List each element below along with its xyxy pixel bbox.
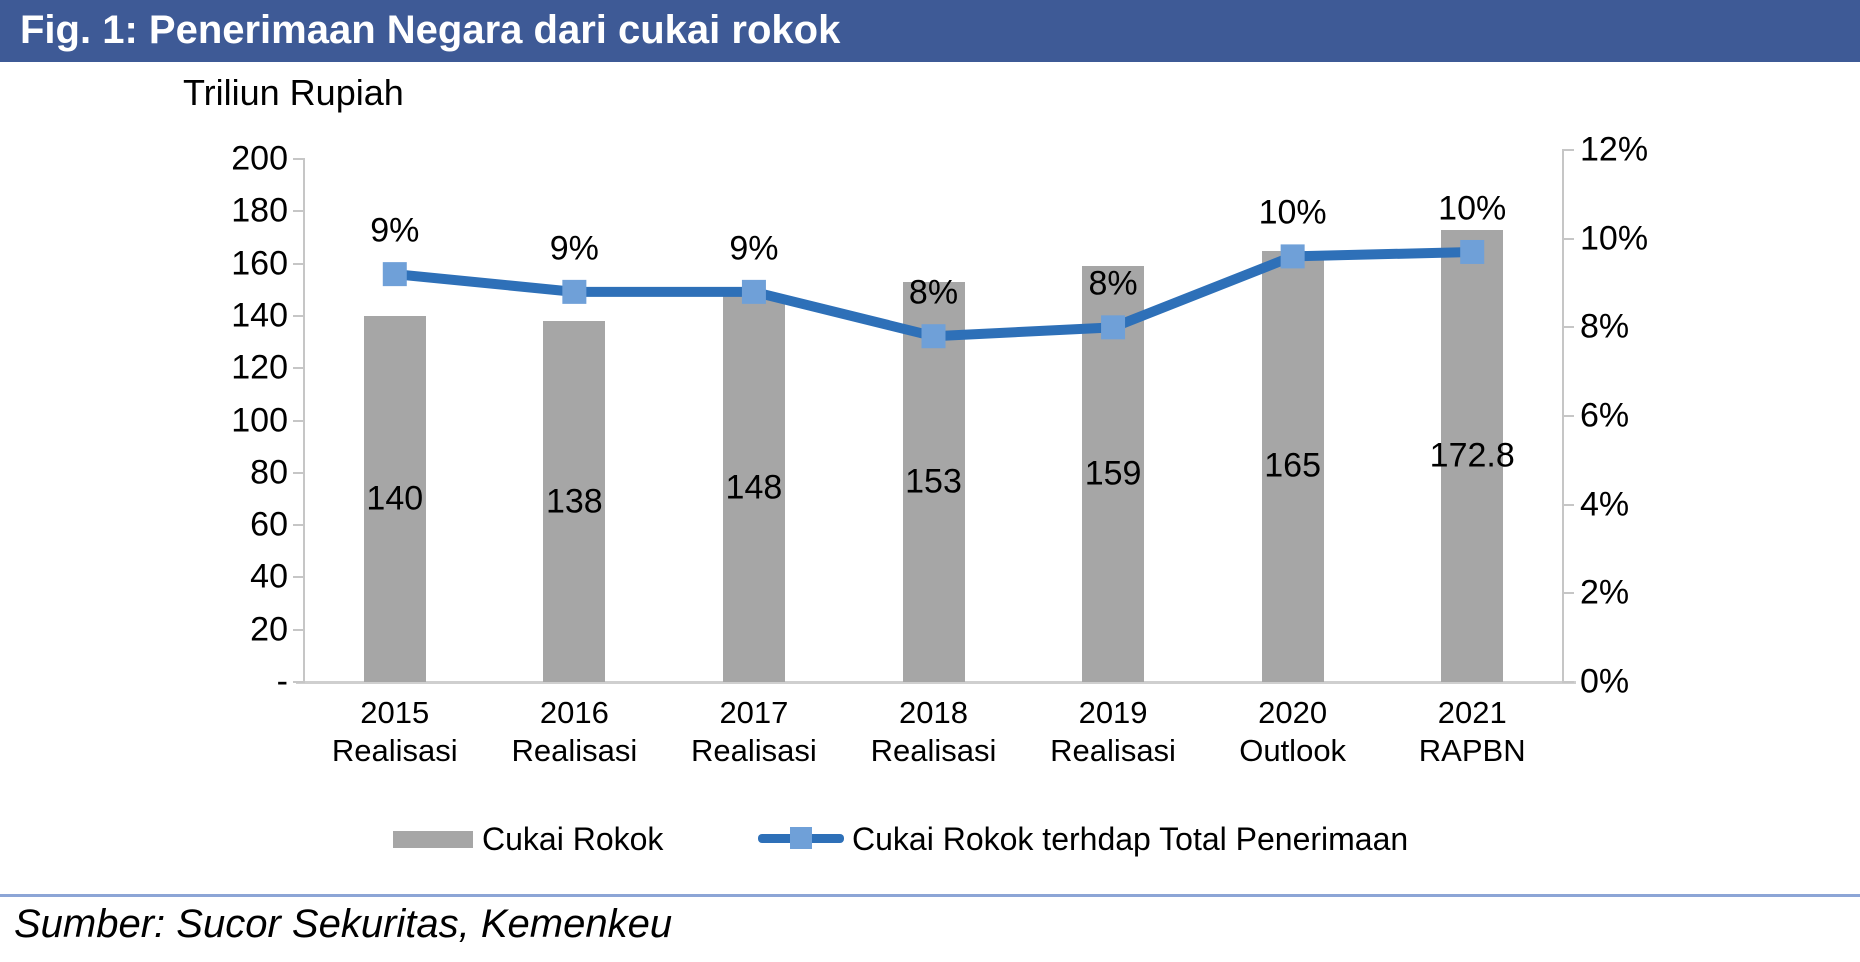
left-axis-tick	[293, 210, 305, 213]
right-axis-tick-label: 6%	[1580, 396, 1630, 435]
figure-title-bar: Fig. 1: Penerimaan Negara dari cukai rok…	[0, 0, 1860, 62]
line-marker-icon	[921, 324, 946, 349]
x-category-year: 2020	[1258, 695, 1328, 730]
x-category-label: 2016 Realisasi	[511, 694, 637, 770]
x-category-year: 2021	[1437, 695, 1507, 730]
x-category-sub: RAPBN	[1418, 733, 1526, 768]
x-category-year: 2016	[539, 695, 609, 730]
left-axis-tick-label: 180	[231, 191, 288, 230]
left-axis-tick	[293, 158, 305, 160]
right-axis-tick	[1562, 149, 1574, 151]
right-axis-tick	[1562, 415, 1574, 417]
right-axis-tick-label: 0%	[1580, 662, 1630, 701]
left-axis-tick-label: 40	[250, 557, 288, 596]
line-marker-icon	[1101, 315, 1126, 340]
percent-data-label: 9%	[370, 211, 420, 250]
x-axis-line	[296, 681, 1576, 684]
source-note: Sumber: Sucor Sekuritas, Kemenkeu	[14, 902, 673, 946]
left-axis-title: Triliun Rupiah	[183, 72, 404, 113]
x-category-year: 2015	[360, 695, 430, 730]
x-category-label: 2017 Realisasi	[691, 694, 817, 770]
left-axis-tick	[293, 471, 305, 474]
line-marker-icon	[562, 279, 587, 304]
bar-value-label: 138	[545, 482, 603, 521]
left-axis-tick	[293, 576, 305, 579]
x-category-sub: Realisasi	[511, 733, 638, 768]
left-axis-tick	[293, 628, 305, 631]
bar	[363, 315, 426, 682]
x-category-sub: Realisasi	[331, 733, 458, 768]
left-axis-tick	[293, 262, 305, 265]
legend-bar-swatch	[393, 831, 473, 848]
left-axis-tick-label: 20	[250, 610, 288, 649]
x-category-year: 2017	[719, 695, 789, 730]
bar-value-label: 148	[725, 468, 783, 507]
left-axis-tick-label: 80	[250, 453, 288, 492]
legend-label-cukai-rokok-terhdap: Cukai Rokok terhdap Total Penerimaan	[852, 821, 1409, 857]
percent-data-label: 10%	[1258, 193, 1327, 232]
left-axis-tick	[293, 314, 305, 317]
legend-label-cukai-rokok: Cukai Rokok	[482, 821, 664, 857]
left-axis-tick	[293, 524, 305, 527]
x-category-label: 2018 Realisasi	[871, 694, 997, 770]
legend-line-marker-icon	[790, 827, 812, 849]
percent-data-label: 8%	[908, 273, 959, 312]
x-category-year: 2018	[899, 695, 968, 730]
left-axis-tick-label: 60	[250, 505, 288, 544]
x-category-sub: Realisasi	[1050, 733, 1176, 768]
left-axis-tick	[293, 367, 305, 370]
line-marker-icon	[1460, 239, 1485, 264]
bar	[1261, 250, 1324, 682]
right-axis-tick	[1562, 592, 1574, 595]
left-axis-tick-label: -	[276, 662, 288, 701]
left-axis-tick-label: 120	[231, 348, 288, 387]
right-axis-tick-label: 10%	[1580, 219, 1649, 258]
line-marker-icon	[741, 279, 766, 304]
figure-title: Fig. 1: Penerimaan Negara dari cukai rok…	[20, 8, 841, 52]
bar-value-label: 159	[1084, 454, 1142, 493]
x-category-year: 2019	[1078, 695, 1148, 730]
percent-data-label: 9%	[549, 229, 599, 268]
bar-value-label: 172.8	[1429, 436, 1515, 475]
x-category-sub: Realisasi	[870, 733, 997, 768]
x-category-sub: Outlook	[1239, 733, 1347, 768]
left-axis-tick	[293, 419, 305, 422]
left-axis-tick-label: 160	[231, 244, 288, 283]
percent-data-label: 10%	[1438, 189, 1507, 228]
left-axis-tick-label: 200	[231, 139, 288, 178]
x-category-label: 2020 Outlook	[1239, 694, 1346, 770]
right-axis-tick	[1562, 326, 1574, 329]
left-axis-tick	[293, 681, 305, 683]
bar-value-label: 165	[1264, 446, 1322, 485]
left-axis-tick-label: 140	[231, 296, 288, 335]
x-category-label: 2019 Realisasi	[1050, 694, 1176, 770]
percent-data-label: 8%	[1088, 264, 1138, 303]
x-category-label: 2015 Realisasi	[332, 694, 458, 770]
bar	[543, 321, 606, 682]
source-divider	[0, 894, 1860, 897]
bar-value-label: 140	[366, 479, 424, 518]
bar	[1441, 230, 1504, 682]
right-axis-tick-label: 4%	[1580, 485, 1630, 524]
percent-data-label: 9%	[729, 229, 779, 268]
line-marker-icon	[1280, 244, 1305, 269]
left-axis-tick-label: 100	[231, 401, 288, 439]
right-axis-tick	[1562, 503, 1574, 506]
right-axis-tick	[1562, 237, 1574, 240]
bar-value-label: 153	[905, 462, 962, 501]
bar	[902, 281, 965, 682]
bar	[722, 294, 785, 682]
line-marker-icon	[382, 262, 407, 287]
x-category-label: 2021 RAPBN	[1419, 694, 1526, 770]
right-axis-tick-label: 8%	[1580, 307, 1630, 346]
right-axis-tick-label: 2%	[1580, 573, 1630, 612]
x-category-sub: Realisasi	[691, 733, 817, 768]
right-axis-tick-label: 12%	[1580, 130, 1649, 169]
right-axis-tick	[1562, 681, 1574, 683]
